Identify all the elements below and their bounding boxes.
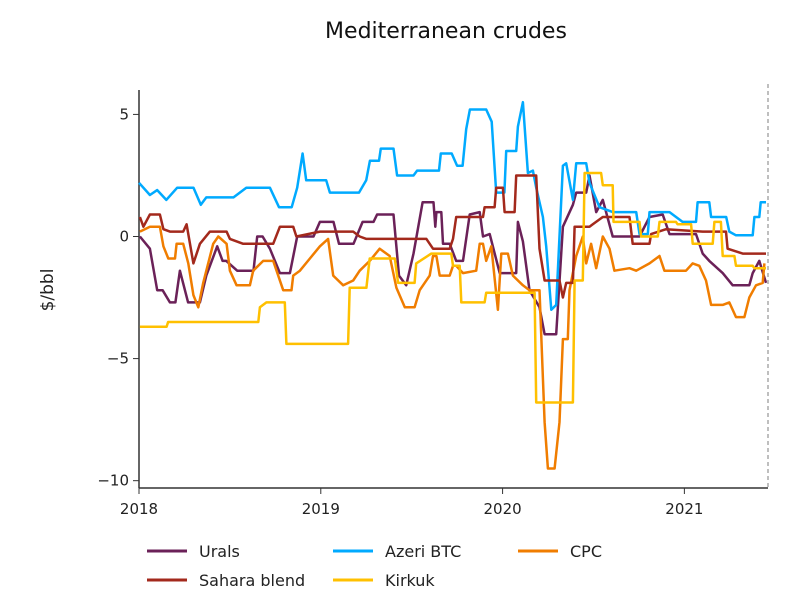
x-tick-label: 2019: [302, 500, 340, 518]
legend-label: Urals: [199, 542, 240, 561]
series-line-kirkuk: [139, 171, 766, 404]
x-tick-label: 2018: [120, 500, 158, 518]
legend: Urals Azeri BTC CPC Sahara blend Kirkuk: [147, 542, 602, 590]
y-tick-label: 0: [119, 228, 129, 246]
axes: 5 0 −5 −10 2018 2019 2020 2021: [97, 84, 769, 518]
legend-label: Azeri BTC: [385, 542, 461, 561]
x-tick-label: 2021: [665, 500, 703, 518]
legend-label: CPC: [570, 542, 602, 561]
series-line-urals: [138, 174, 768, 336]
y-tick-label: −10: [97, 472, 129, 490]
series-lines: [138, 100, 768, 470]
x-tick-label: 2020: [483, 500, 521, 518]
y-axis-label: $/bbl: [38, 269, 58, 312]
legend-label: Kirkuk: [385, 571, 435, 590]
y-tick-label: 5: [119, 105, 129, 123]
legend-label: Sahara blend: [199, 571, 305, 590]
series-line-sahara-blend: [138, 174, 766, 299]
chart-title: Mediterranean crudes: [325, 19, 567, 44]
y-tick-label: −5: [107, 350, 129, 368]
